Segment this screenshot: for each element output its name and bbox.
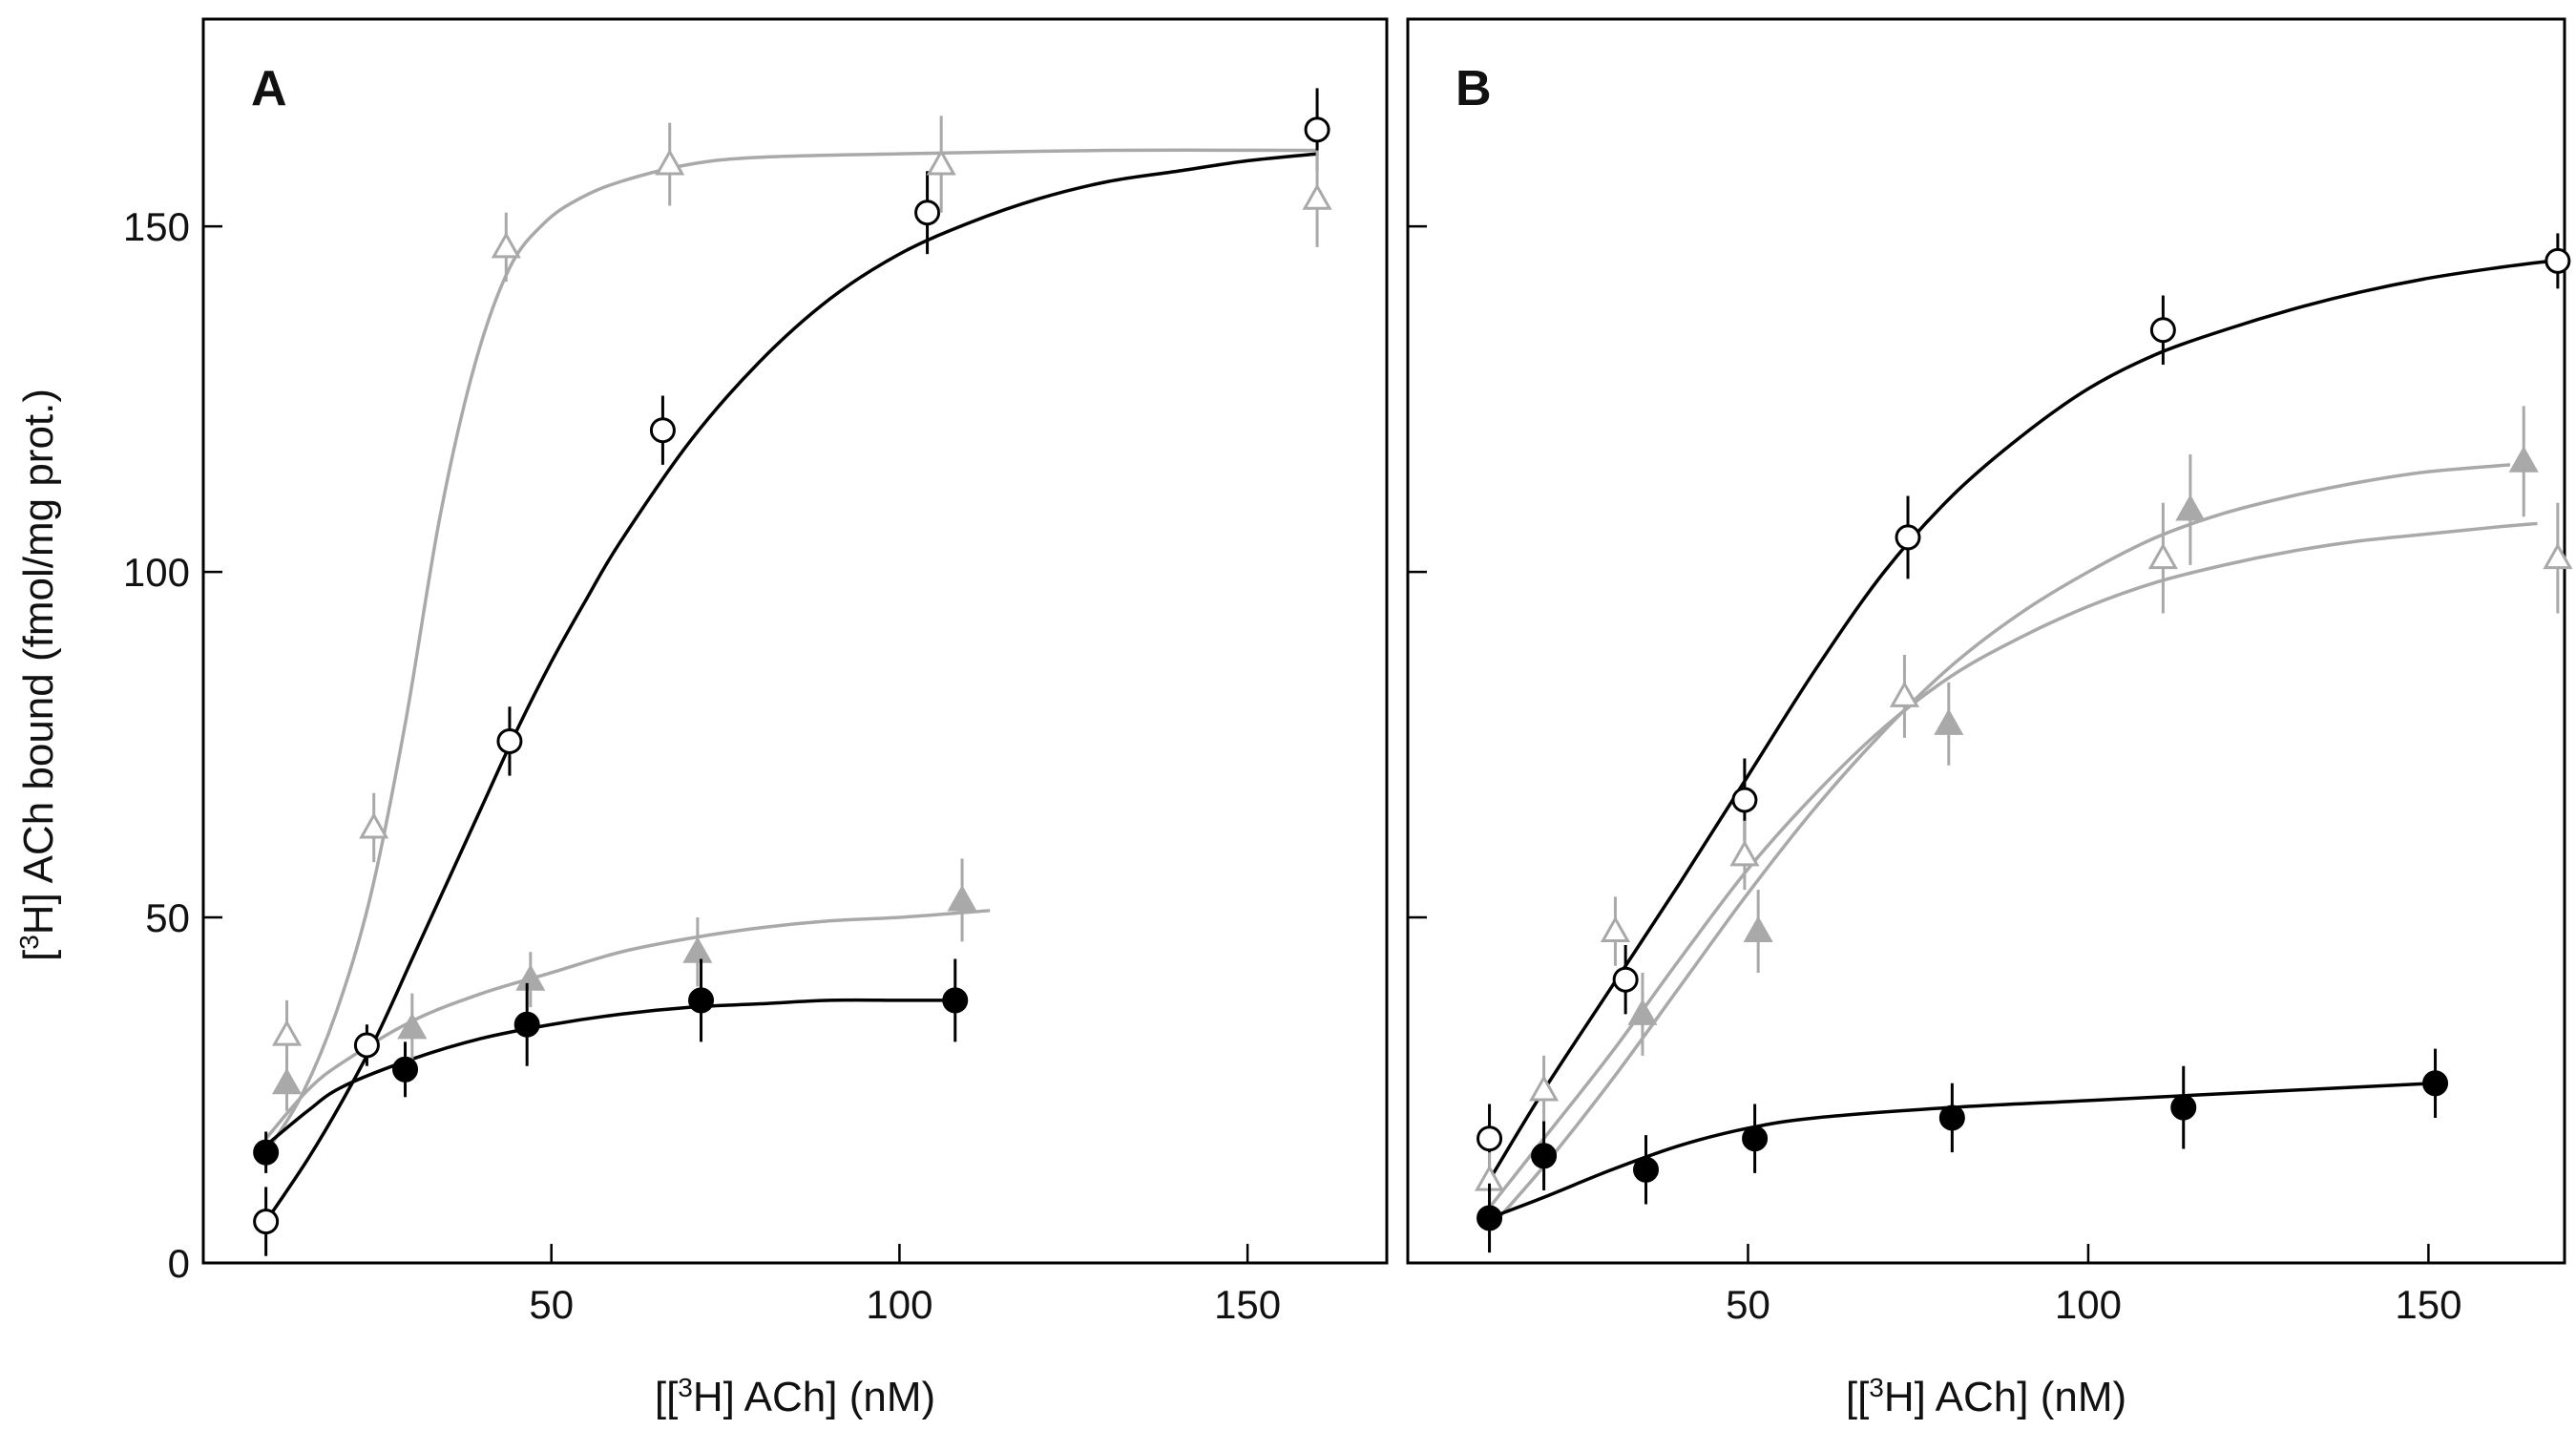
panel-a-fit-curve-open-circles — [264, 152, 1318, 1223]
panel-a-point-open-triangles — [1302, 183, 1332, 210]
panel-a-point-open-circles — [649, 417, 676, 444]
panel-b-point-filled-circles — [1938, 1104, 1965, 1131]
panel-b-point-open-triangles — [1889, 681, 1920, 707]
panel-b-x-axis-title: [[3H] ACh] (nM) — [1846, 1373, 2126, 1421]
panel-b-fit-curve-open-circles — [1488, 259, 2551, 1182]
panel-b-point-filled-triangles — [1743, 915, 1773, 943]
panel-a-point-open-circles — [1304, 116, 1330, 143]
panel-b-point-filled-circles — [1531, 1143, 1558, 1169]
panel-a-point-open-circles — [353, 1032, 380, 1059]
panel-b-point-open-circles — [1731, 787, 1758, 813]
panel-a-point-filled-triangles — [397, 1012, 428, 1040]
panel-a-fit-curve-filled-triangles — [264, 909, 991, 1140]
x-axis-title-sup: 3 — [1869, 1373, 1884, 1402]
panel-b-frame — [1406, 17, 2566, 1265]
panel-b-point-filled-circles — [2170, 1094, 2197, 1121]
panel-a-y-tick-label: 0 — [168, 1241, 190, 1286]
panel-a-point-open-triangles — [271, 1020, 303, 1046]
panel-a-point-filled-triangles — [682, 936, 713, 963]
panel-a-point-open-triangles — [359, 811, 389, 839]
panel-b-point-open-circles — [2149, 317, 2176, 344]
y-axis-title-sup: 3 — [14, 935, 44, 950]
panel-b-point-filled-circles — [1476, 1205, 1503, 1231]
panel-b-x-tick-label: 50 — [1726, 1282, 1770, 1327]
x-axis-title-suffix: H] ACh] (nM) — [1884, 1374, 2126, 1420]
panel-a-label: A — [251, 61, 287, 116]
panel-a-point-open-circles — [253, 1209, 280, 1235]
panel-a-x-tick-label: 100 — [866, 1282, 932, 1327]
panel-a-point-filled-circles — [688, 987, 715, 1014]
panel-b-point-open-circles — [1895, 524, 1921, 551]
panel-a-y-tick-label: 100 — [123, 550, 190, 595]
panel-a-point-filled-circles — [942, 987, 969, 1014]
panel-a-x-tick-label: 50 — [529, 1282, 574, 1327]
panel-b: B 50 100 150 [[3H] ACh] (nM) — [1406, 17, 2573, 1421]
panel-a-x-axis-title: [[3H] ACh] (nM) — [655, 1373, 935, 1421]
panel-b-point-open-circles — [1476, 1125, 1503, 1152]
panel-b-point-filled-circles — [2422, 1070, 2449, 1097]
y-axis-title: [3H] ACh bound (fmol/mg prot.) — [14, 389, 63, 961]
panel-a-point-filled-triangles — [515, 964, 546, 991]
panel-b-point-open-circles — [1612, 966, 1639, 993]
panel-a: A 50 100 150 0 50 100 150 [[3H] ACh] (nM) — [123, 17, 1389, 1421]
panel-b-label: B — [1456, 61, 1492, 116]
panel-a-point-filled-triangles — [271, 1067, 303, 1095]
panel-a-frame — [201, 17, 1389, 1265]
y-axis-title-group: [3H] ACh bound (fmol/mg prot.) — [14, 389, 63, 961]
y-axis-title-prefix: [ — [15, 950, 62, 961]
panel-a-point-filled-circles — [513, 1011, 540, 1038]
panel-b-point-filled-triangles — [1934, 708, 1964, 735]
panel-a-fit-curve-open-triangles — [264, 148, 1318, 1154]
panel-a-y-tick-label: 50 — [145, 895, 190, 940]
panel-b-point-open-triangles — [1600, 915, 1631, 943]
panel-a-y-tick-label: 150 — [123, 204, 190, 249]
panel-b-point-open-triangles — [2147, 542, 2178, 570]
panel-a-x-tick-label: 150 — [1214, 1282, 1281, 1327]
panel-a-point-open-circles — [496, 727, 523, 754]
panel-b-point-open-triangles — [1729, 839, 1760, 867]
panel-b-point-open-triangles — [1529, 1074, 1560, 1102]
panel-a-point-filled-circles — [392, 1056, 419, 1083]
panel-b-point-filled-triangles — [2175, 494, 2206, 521]
x-axis-title-suffix: H] ACh] (nM) — [693, 1374, 935, 1420]
panel-a-point-open-triangles — [491, 231, 521, 259]
panel-a-point-filled-circles — [253, 1139, 280, 1166]
panel-a-point-open-triangles — [926, 148, 956, 176]
x-axis-title-prefix: [[ — [1846, 1374, 1869, 1420]
panel-b-point-filled-triangles — [1627, 999, 1658, 1025]
panel-b-point-filled-circles — [1742, 1125, 1769, 1152]
y-axis-title-suffix: H] ACh bound (fmol/mg prot.) — [15, 389, 62, 935]
panel-b-point-filled-triangles — [2508, 446, 2539, 473]
x-axis-title-prefix: [[ — [655, 1374, 678, 1420]
panel-b-point-open-circles — [2545, 247, 2571, 274]
panel-b-point-filled-circles — [1633, 1156, 1660, 1183]
panel-b-point-open-triangles — [2543, 542, 2573, 570]
x-axis-title-sup: 3 — [678, 1373, 693, 1402]
panel-a-point-open-triangles — [655, 148, 685, 176]
panel-b-fit-curve-filled-circles — [1488, 1082, 2436, 1220]
panel-b-x-tick-label: 100 — [2055, 1282, 2122, 1327]
panel-a-fit-curve-filled-circles — [264, 998, 955, 1147]
panel-b-x-tick-label: 150 — [2395, 1282, 2461, 1327]
panel-a-point-open-circles — [914, 200, 941, 226]
panel-a-point-filled-triangles — [947, 884, 977, 912]
panel-b-fit-curve-filled-triangles — [1488, 463, 2511, 1230]
